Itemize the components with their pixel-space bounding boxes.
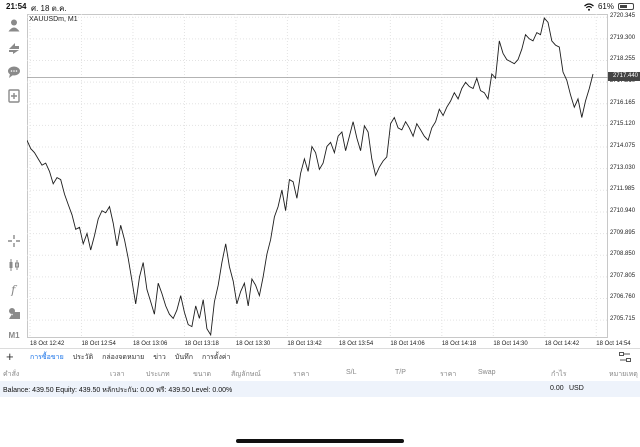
- tab-3[interactable]: ข่าว: [153, 354, 166, 361]
- y-tick-label: 2708.850: [610, 251, 636, 258]
- y-tick-label: 2706.760: [610, 294, 636, 301]
- panel-menu-icon[interactable]: [619, 352, 631, 362]
- status-bar: 21:54 ศ. 18 ต.ค. 61%: [0, 0, 640, 14]
- balance-row: Balance: 439.50 Equity: 439.50 หลักประกั…: [0, 381, 640, 397]
- column-header[interactable]: เวลา: [110, 371, 125, 378]
- x-tick-label: 18 Oct 13:06: [132, 341, 168, 347]
- left-toolbar: f M1: [0, 14, 27, 344]
- objects-icon[interactable]: [5, 304, 23, 322]
- status-date: ศ. 18 ต.ค.: [31, 4, 67, 13]
- battery-level: [620, 5, 628, 8]
- y-tick-label: 2709.895: [610, 229, 636, 236]
- add-icon[interactable]: +: [6, 349, 14, 364]
- x-tick-label: 18 Oct 13:54: [338, 341, 374, 347]
- y-tick-label: 2718.255: [610, 56, 636, 63]
- y-tick-label: 2714.075: [610, 143, 636, 150]
- bottom-tab-bar: + การซื้อขาย ประวัติ กล่องจดหมาย ข่าว บันทึก…: [0, 348, 640, 365]
- timeframe-button[interactable]: M1: [8, 330, 20, 340]
- x-tick-label: 18 Oct 14:30: [493, 341, 528, 347]
- x-tick-label: 18 Oct 14:42: [544, 341, 580, 347]
- column-header[interactable]: S/L: [346, 369, 357, 376]
- tab-1[interactable]: ประวัติ: [72, 354, 94, 361]
- trade-icon[interactable]: [5, 39, 23, 57]
- x-tick-label: 18 Oct 14:18: [441, 341, 477, 347]
- plot-frame: [27, 14, 608, 338]
- chat-icon[interactable]: [5, 63, 23, 81]
- column-header[interactable]: ประเภท: [146, 371, 170, 378]
- tab-0[interactable]: การซื้อขาย: [30, 354, 64, 361]
- x-tick-label: 18 Oct 14:06: [390, 341, 425, 347]
- y-tick-label: 2717.210: [610, 78, 636, 85]
- account-currency: USD: [569, 385, 584, 392]
- x-tick-label: 18 Oct 13:42: [287, 341, 322, 347]
- y-tick-label: 2705.715: [610, 316, 636, 323]
- column-header[interactable]: T/P: [395, 369, 406, 376]
- tab-4[interactable]: บันทึก: [174, 354, 193, 361]
- trade-table-header: คำสั่ง เวลา ประเภท ขนาด สัญลักษณ์ ราคา S/L T/P ร…: [0, 366, 640, 381]
- y-tick-label: 2719.300: [610, 34, 636, 41]
- y-tick-label: 2715.120: [610, 121, 636, 128]
- status-right: 61%: [584, 2, 634, 11]
- bottom-tabs: การซื้อขาย ประวัติ กล่องจดหมาย ข่าว บันทึก กา…: [30, 352, 230, 363]
- tab-5[interactable]: การตั้งค่า: [201, 354, 231, 361]
- tab-2[interactable]: กล่องจดหมาย: [102, 354, 145, 361]
- x-tick-label: 18 Oct 14:54: [596, 341, 631, 347]
- chart-canvas[interactable]: [27, 14, 640, 350]
- battery-icon: [618, 3, 634, 10]
- candles-icon[interactable]: [5, 256, 23, 274]
- x-tick-label: 18 Oct 13:30: [235, 341, 271, 347]
- column-header[interactable]: กำไร: [551, 371, 567, 378]
- wifi-icon: [584, 2, 594, 11]
- balance-summary: Balance: 439.50 Equity: 439.50 หลักประกั…: [3, 387, 233, 394]
- column-header[interactable]: หมายเหตุ: [609, 371, 638, 378]
- y-tick-label: 2713.030: [610, 164, 636, 171]
- y-tick-label: 2720.345: [610, 13, 636, 20]
- y-tick-label: 2707.805: [610, 272, 636, 279]
- column-header[interactable]: ราคา: [440, 371, 457, 378]
- column-header[interactable]: ขนาด: [193, 371, 212, 378]
- y-tick-label: 2711.985: [610, 186, 635, 193]
- y-tick-label: 2716.165: [610, 99, 636, 106]
- status-time: 21:54: [6, 2, 27, 11]
- price-chart[interactable]: XAUUSDm, M1 2720.345 2719.300 2718.255 2717…: [27, 13, 640, 350]
- column-header[interactable]: ราคา: [293, 371, 310, 378]
- new-order-icon[interactable]: [5, 87, 23, 105]
- chart-symbol: XAUUSDm, M1: [29, 16, 78, 23]
- column-header[interactable]: Swap: [478, 369, 496, 376]
- y-tick-label: 2710.940: [610, 207, 636, 214]
- current-price-label: 2717.440: [608, 72, 640, 81]
- total-profit: 0.00: [550, 385, 564, 392]
- crosshair-icon[interactable]: [5, 232, 23, 250]
- home-indicator: [236, 439, 404, 443]
- column-header[interactable]: สัญลักษณ์: [231, 371, 261, 378]
- x-tick-label: 18 Oct 13:18: [184, 341, 219, 347]
- x-tick-label: 18 Oct 12:54: [81, 341, 116, 347]
- battery-percent: 61%: [597, 2, 614, 11]
- column-header[interactable]: คำสั่ง: [3, 371, 20, 378]
- price-series-line: [27, 17, 594, 337]
- account-icon[interactable]: [5, 16, 23, 34]
- x-tick-label: 18 Oct 12:42: [30, 341, 65, 347]
- svg-text:f: f: [10, 283, 18, 296]
- indicator-icon[interactable]: f: [5, 280, 23, 298]
